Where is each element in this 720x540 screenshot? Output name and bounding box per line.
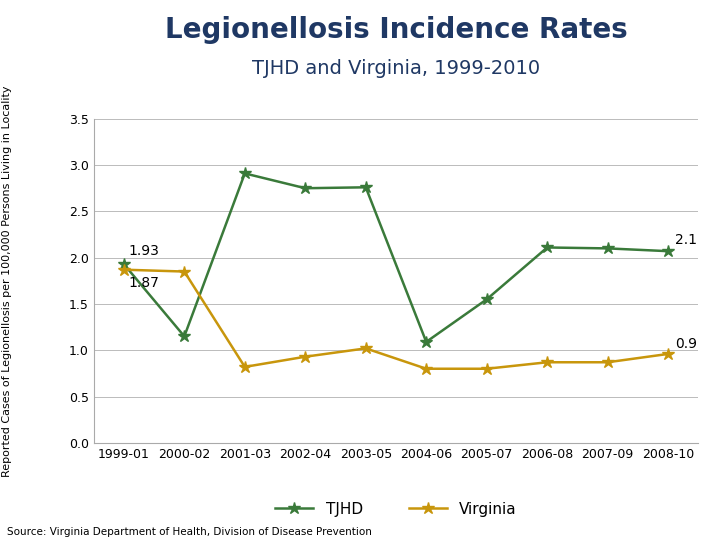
Line: TJHD: TJHD — [117, 167, 675, 348]
Virginia — [180, 268, 189, 275]
Virginia — [664, 350, 672, 357]
Virginia — [240, 363, 249, 370]
Text: Legionellosis Incidence Rates: Legionellosis Incidence Rates — [165, 16, 627, 44]
TJHD — [180, 333, 189, 340]
Virginia — [482, 366, 491, 372]
TJHD — [603, 245, 612, 252]
Text: TJHD and Virginia, 1999-2010: TJHD and Virginia, 1999-2010 — [252, 59, 540, 78]
Line: Virginia: Virginia — [117, 264, 675, 375]
Text: 1.87: 1.87 — [129, 276, 160, 290]
Virginia — [422, 366, 431, 372]
Virginia — [543, 359, 552, 366]
TJHD — [664, 248, 672, 254]
TJHD — [482, 296, 491, 302]
Text: Reported Cases of Legionellosis per 100,000 Persons Living in Locality: Reported Cases of Legionellosis per 100,… — [2, 85, 12, 477]
Virginia — [301, 354, 310, 360]
TJHD — [543, 244, 552, 251]
Legend: TJHD, Virginia: TJHD, Virginia — [269, 496, 523, 523]
Virginia — [120, 266, 128, 273]
TJHD — [361, 184, 370, 191]
Text: 1.93: 1.93 — [129, 244, 160, 258]
TJHD — [240, 170, 249, 177]
TJHD — [301, 185, 310, 192]
TJHD — [422, 339, 431, 345]
Text: Source: Virginia Department of Health, Division of Disease Prevention: Source: Virginia Department of Health, D… — [7, 527, 372, 537]
Virginia — [361, 345, 370, 352]
Text: 0.9: 0.9 — [675, 337, 698, 351]
Virginia — [603, 359, 612, 366]
TJHD — [120, 261, 128, 267]
Text: 2.1: 2.1 — [675, 233, 698, 247]
